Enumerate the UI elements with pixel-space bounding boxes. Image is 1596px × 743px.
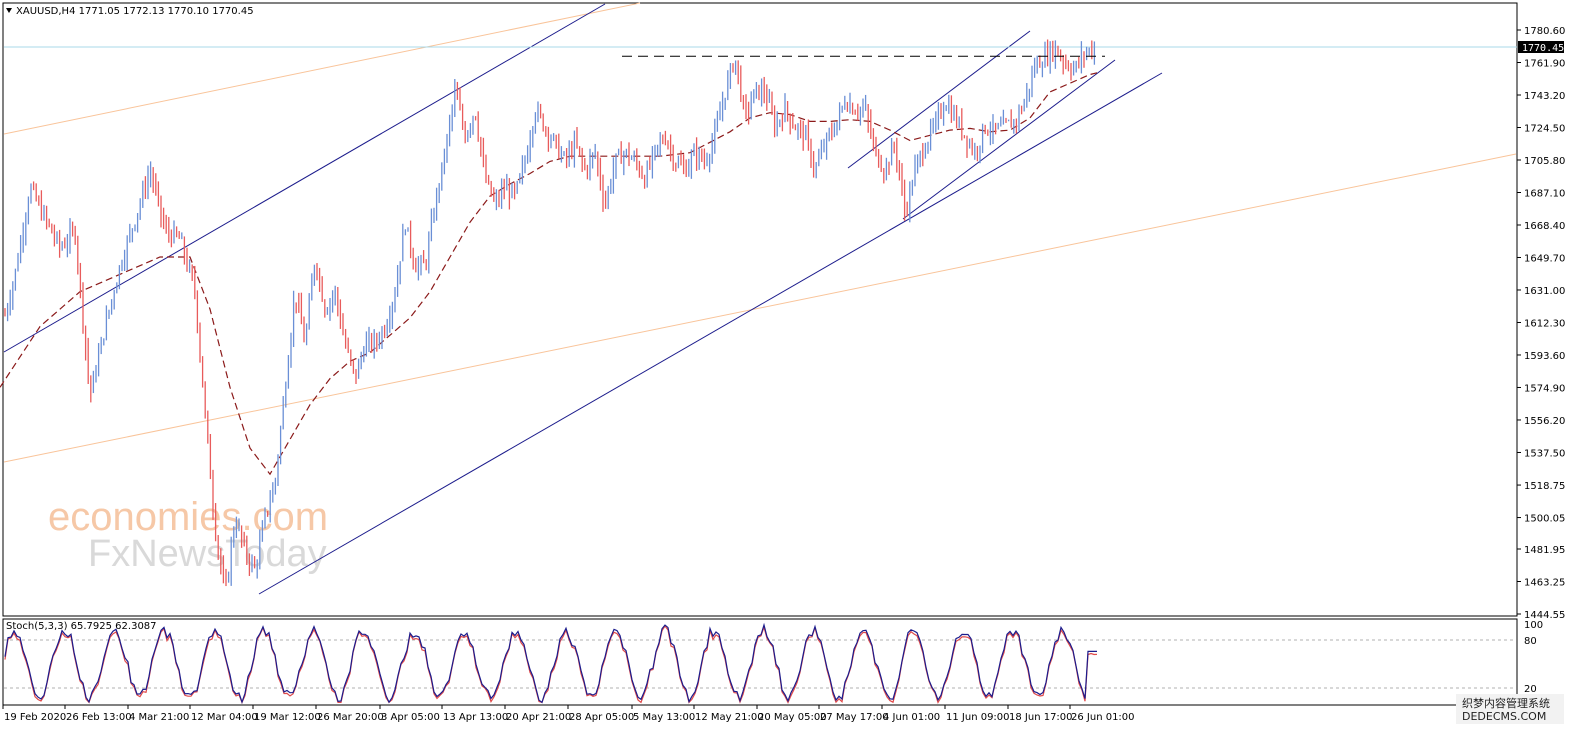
y-tick-label: 1687.10 <box>1524 188 1565 199</box>
x-tick-label: 11 Jun 09:00 <box>946 712 1010 723</box>
x-tick-label: 5 May 13:00 <box>633 712 695 723</box>
y-tick-label: 1668.40 <box>1524 221 1565 232</box>
x-tick-label: 26 Feb 13:00 <box>66 712 132 723</box>
y-tick-label: 1593.60 <box>1524 351 1565 362</box>
current-price-tag: 1770.45 <box>1522 43 1564 54</box>
y-tick-label: 1500.05 <box>1524 514 1565 525</box>
y-tick-label: 1612.30 <box>1524 318 1565 329</box>
wedge-upper <box>847 30 1031 169</box>
stoch-level-label: 80 <box>1524 636 1537 647</box>
corner-badge-line2: DEDECMS.COM <box>1462 710 1546 723</box>
y-tick-label: 1463.25 <box>1524 578 1565 589</box>
y-tick-label: 1556.20 <box>1524 416 1565 427</box>
y-tick-label: 1481.95 <box>1524 545 1565 556</box>
x-tick-label: 12 Mar 04:00 <box>191 712 258 723</box>
chart-menu-triangle-icon[interactable] <box>6 8 12 13</box>
y-tick-label: 1724.50 <box>1524 123 1565 134</box>
x-tick-label: 18 Jun 17:00 <box>1009 712 1073 723</box>
symbol-header: XAUUSD,H4 1771.05 1772.13 1770.10 1770.4… <box>16 6 254 17</box>
orange-channel-upper <box>3 2 641 135</box>
orange-channel-lower <box>3 153 1517 463</box>
trend-lines <box>3 2 1517 595</box>
corner-badge-bg <box>1456 694 1564 724</box>
current-price-tag-bg <box>1518 41 1564 53</box>
y-tick-label: 1705.80 <box>1524 156 1565 167</box>
x-tick-label: 4 Jun 01:00 <box>883 712 940 723</box>
x-tick-label: 3 Apr 05:00 <box>381 712 440 723</box>
blue-channel-upper <box>3 3 606 353</box>
x-tick-label: 28 Apr 05:00 <box>569 712 634 723</box>
stoch-level-label: 20 <box>1524 684 1537 695</box>
y-tick-label: 1537.50 <box>1524 448 1565 459</box>
x-tick-label: 26 Jun 01:00 <box>1071 712 1135 723</box>
y-tick-label: 1444.55 <box>1524 610 1565 621</box>
x-tick-label: 27 May 17:00 <box>820 712 889 723</box>
x-tick-label: 19 Feb 2020 <box>4 712 66 723</box>
watermark-economies: economies.com <box>48 495 328 539</box>
y-tick-label: 1631.00 <box>1524 286 1565 297</box>
y-tick-label: 1649.70 <box>1524 253 1565 264</box>
y-tick-label: 1574.90 <box>1524 383 1565 394</box>
y-tick-label: 1780.60 <box>1524 26 1565 37</box>
stoch-k-line <box>4 622 1097 704</box>
x-tick-label: 13 Apr 13:00 <box>443 712 508 723</box>
x-tick-label: 19 Mar 12:00 <box>254 712 321 723</box>
wedge-lower <box>902 59 1116 220</box>
stoch-level-label: 100 <box>1524 620 1543 631</box>
y-axis: 1780.60 1761.90 1743.20 1724.50 1705.80 1687.… <box>1517 26 1565 621</box>
ma-line <box>0 72 1098 476</box>
x-tick-label: 12 May 21:00 <box>695 712 764 723</box>
candles <box>4 39 1096 587</box>
blue-channel-lower <box>258 72 1163 595</box>
main-panel-frame <box>2 2 1518 617</box>
corner-badge-line1: 织梦内容管理系统 <box>1462 696 1550 710</box>
x-tick-label: 20 Apr 21:00 <box>506 712 571 723</box>
x-tick-label: 20 May 05:00 <box>758 712 827 723</box>
watermark-fxnewstoday: FxNewsToday <box>88 533 327 575</box>
x-axis: 19 Feb 2020 26 Feb 13:004 Mar 21:00 12 Mar… <box>2 705 1135 723</box>
y-tick-label: 1518.75 <box>1524 481 1565 492</box>
stochastic-label: Stoch(5,3,3) 65.7925 62.3087 <box>6 621 157 632</box>
y-tick-label: 1761.90 <box>1524 58 1565 69</box>
moving-average <box>0 72 1098 476</box>
indicator-panel-frame <box>2 618 1518 706</box>
x-tick-label: 26 Mar 20:00 <box>317 712 384 723</box>
y-tick-label: 1743.20 <box>1524 91 1565 102</box>
x-tick-label: 4 Mar 21:00 <box>129 712 189 723</box>
